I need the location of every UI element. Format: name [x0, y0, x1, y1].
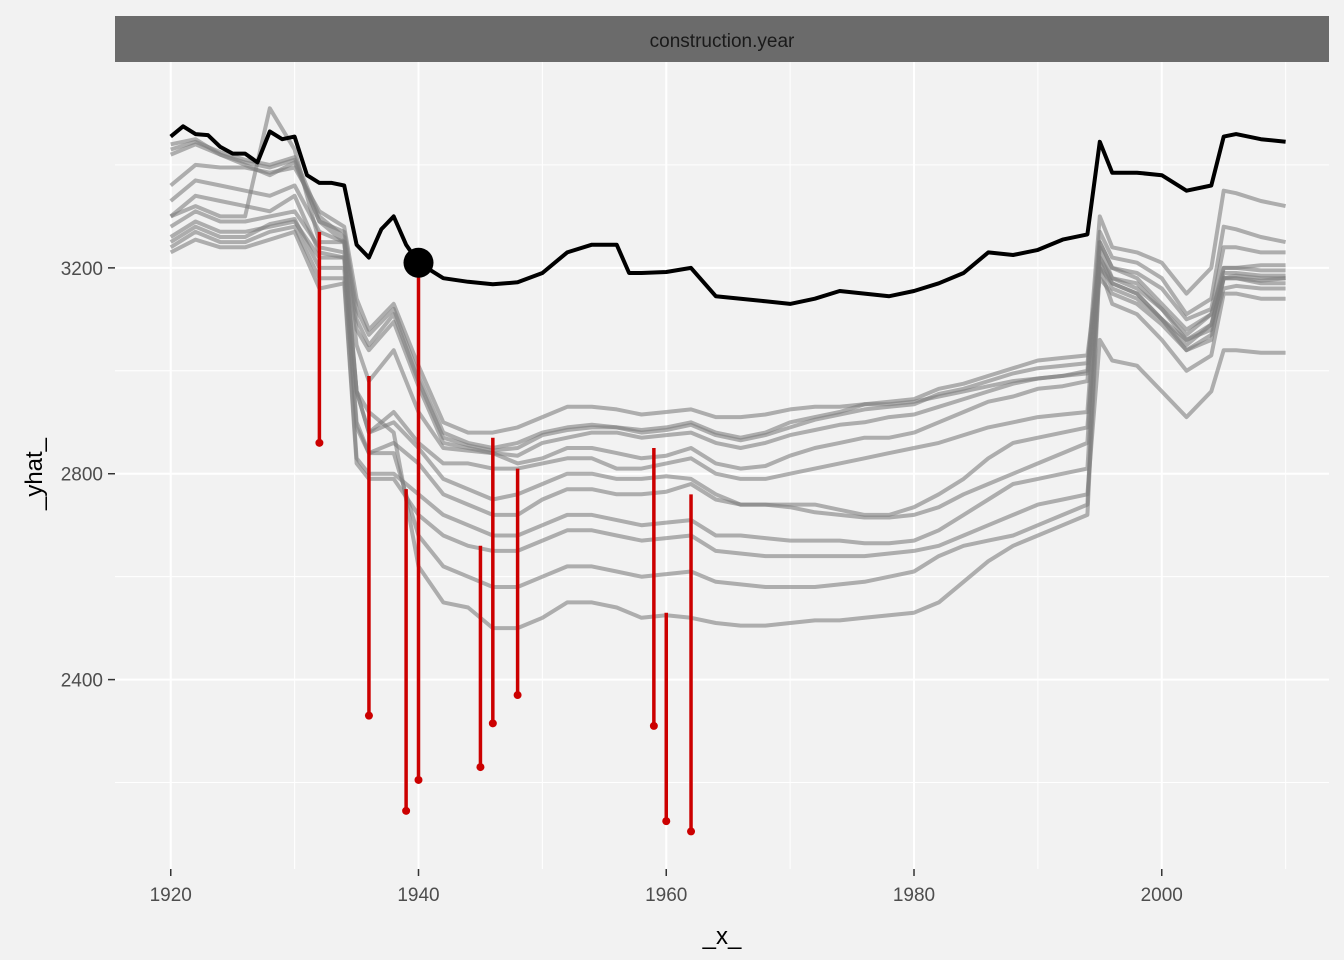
residual-point	[662, 817, 671, 826]
residual-segments	[315, 231, 696, 836]
residual-point	[649, 721, 658, 730]
observation-line	[169, 124, 1286, 306]
profile-line	[169, 162, 1287, 435]
residual-point	[687, 827, 696, 836]
residual-point	[315, 438, 324, 447]
y-axis-ticks: 2400 2800 3200	[61, 259, 115, 692]
facet-strip: construction.year	[115, 16, 1329, 62]
profile-line	[169, 229, 1286, 559]
observation-point	[403, 247, 434, 278]
observation-line-group	[169, 124, 1286, 306]
profile-line	[169, 217, 1286, 589]
residual-point	[513, 691, 522, 700]
profile-lines	[169, 106, 1287, 631]
x-tick-label: 1960	[645, 885, 687, 906]
x-axis-ticks: 1920 1940 1960 1980 2000	[150, 869, 1183, 906]
residual-point	[414, 775, 423, 784]
x-tick-label: 2000	[1141, 885, 1183, 906]
profile-line	[169, 106, 1286, 631]
residual-point	[488, 719, 497, 728]
facet-strip-bg	[115, 16, 1329, 62]
y-tick-label: 2400	[61, 671, 103, 692]
x-tick-label: 1980	[893, 885, 935, 906]
residual-point	[402, 806, 411, 815]
residual-point	[476, 763, 485, 772]
facet-title: construction.year	[650, 31, 795, 52]
y-tick-label: 2800	[61, 465, 103, 486]
profile-line	[169, 178, 1287, 471]
residual-point	[364, 711, 373, 720]
y-tick-label: 3200	[61, 259, 103, 280]
x-tick-label: 1920	[150, 885, 192, 906]
x-tick-label: 1940	[397, 885, 439, 906]
y-axis-title: _yhat_	[21, 437, 48, 511]
x-axis-title: _x_	[702, 923, 742, 950]
